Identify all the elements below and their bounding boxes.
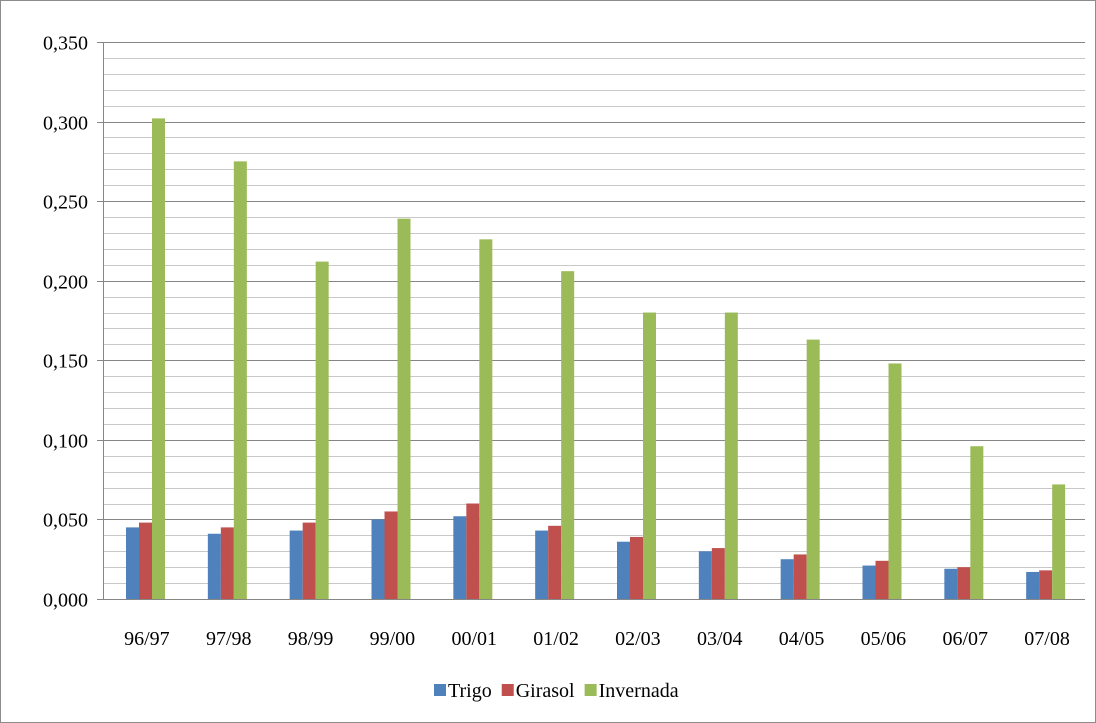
x-tick-label: 04/05 bbox=[779, 628, 825, 650]
x-tick-label: 02/03 bbox=[615, 628, 661, 650]
x-tick-label: 05/06 bbox=[861, 628, 907, 650]
bar-invernada bbox=[806, 339, 820, 599]
bar-trigo bbox=[126, 527, 139, 599]
bar-invernada bbox=[970, 446, 984, 599]
bar-invernada bbox=[561, 271, 575, 599]
x-tick-label: 96/97 bbox=[124, 628, 170, 650]
bar-trigo bbox=[535, 530, 549, 599]
legend-swatch bbox=[584, 684, 597, 696]
bar-invernada bbox=[152, 118, 165, 599]
bar-girasol bbox=[139, 522, 152, 599]
x-tick-label: 99/00 bbox=[370, 628, 416, 650]
bar-invernada bbox=[888, 363, 902, 599]
bar-trigo bbox=[1026, 571, 1040, 599]
bar-trigo bbox=[207, 533, 221, 599]
y-tick-label: 0,100 bbox=[43, 431, 88, 453]
y-tick-label: 0,250 bbox=[43, 192, 88, 214]
x-tick-label: 07/08 bbox=[1024, 628, 1070, 650]
bar-invernada bbox=[643, 312, 656, 599]
y-tick-label: 0,150 bbox=[43, 351, 88, 373]
bar-girasol bbox=[302, 522, 316, 599]
bar-trigo bbox=[944, 568, 958, 599]
bar-invernada bbox=[397, 218, 411, 600]
axes: 0,000 0,050 0,100 0,150 0,200 0,250 0,300 0,350… bbox=[43, 33, 1085, 650]
bar-trigo bbox=[617, 541, 630, 599]
legend-label: Girasol bbox=[516, 680, 575, 702]
bar-girasol bbox=[548, 525, 562, 599]
x-tick-label: 06/07 bbox=[942, 628, 988, 650]
bar-invernada bbox=[233, 161, 247, 599]
y-tick-label: 0,200 bbox=[43, 272, 88, 294]
y-tick-label: 0,050 bbox=[43, 510, 88, 532]
bar-trigo bbox=[698, 551, 712, 599]
legend-swatch bbox=[434, 684, 446, 696]
x-tick-label: 03/04 bbox=[697, 628, 743, 650]
bar-invernada bbox=[479, 239, 493, 599]
bar-trigo bbox=[371, 519, 385, 599]
legend-label: Invernada bbox=[599, 680, 679, 702]
bar-trigo bbox=[780, 559, 794, 599]
legend-swatch bbox=[501, 684, 514, 696]
bar-invernada bbox=[724, 312, 738, 599]
x-tick-label: 00/01 bbox=[451, 628, 497, 650]
bar-trigo bbox=[289, 530, 303, 599]
bar-invernada bbox=[1052, 484, 1066, 599]
bar-girasol bbox=[957, 567, 971, 599]
bars bbox=[126, 118, 1066, 600]
bar-girasol bbox=[875, 560, 889, 599]
bar-girasol bbox=[220, 527, 234, 599]
bar-girasol bbox=[384, 511, 398, 599]
legend: Trigo Girasol Invernada bbox=[434, 680, 679, 702]
x-tick-label: 01/02 bbox=[533, 628, 579, 650]
bar-girasol bbox=[711, 548, 725, 599]
bar-girasol bbox=[1039, 570, 1053, 599]
bar-trigo bbox=[453, 516, 467, 599]
legend-label: Trigo bbox=[448, 680, 492, 702]
x-tick-label: 97/98 bbox=[206, 628, 252, 650]
y-tick-label: 0,300 bbox=[43, 113, 88, 135]
y-tick-label: 0,000 bbox=[43, 590, 88, 612]
x-tick-label: 98/99 bbox=[288, 628, 334, 650]
bar-trigo bbox=[862, 565, 876, 599]
bar-girasol bbox=[793, 554, 807, 599]
bar-girasol bbox=[630, 536, 643, 599]
bar-invernada bbox=[315, 261, 329, 599]
y-tick-label: 0,350 bbox=[43, 33, 88, 55]
bar-girasol bbox=[466, 503, 480, 599]
